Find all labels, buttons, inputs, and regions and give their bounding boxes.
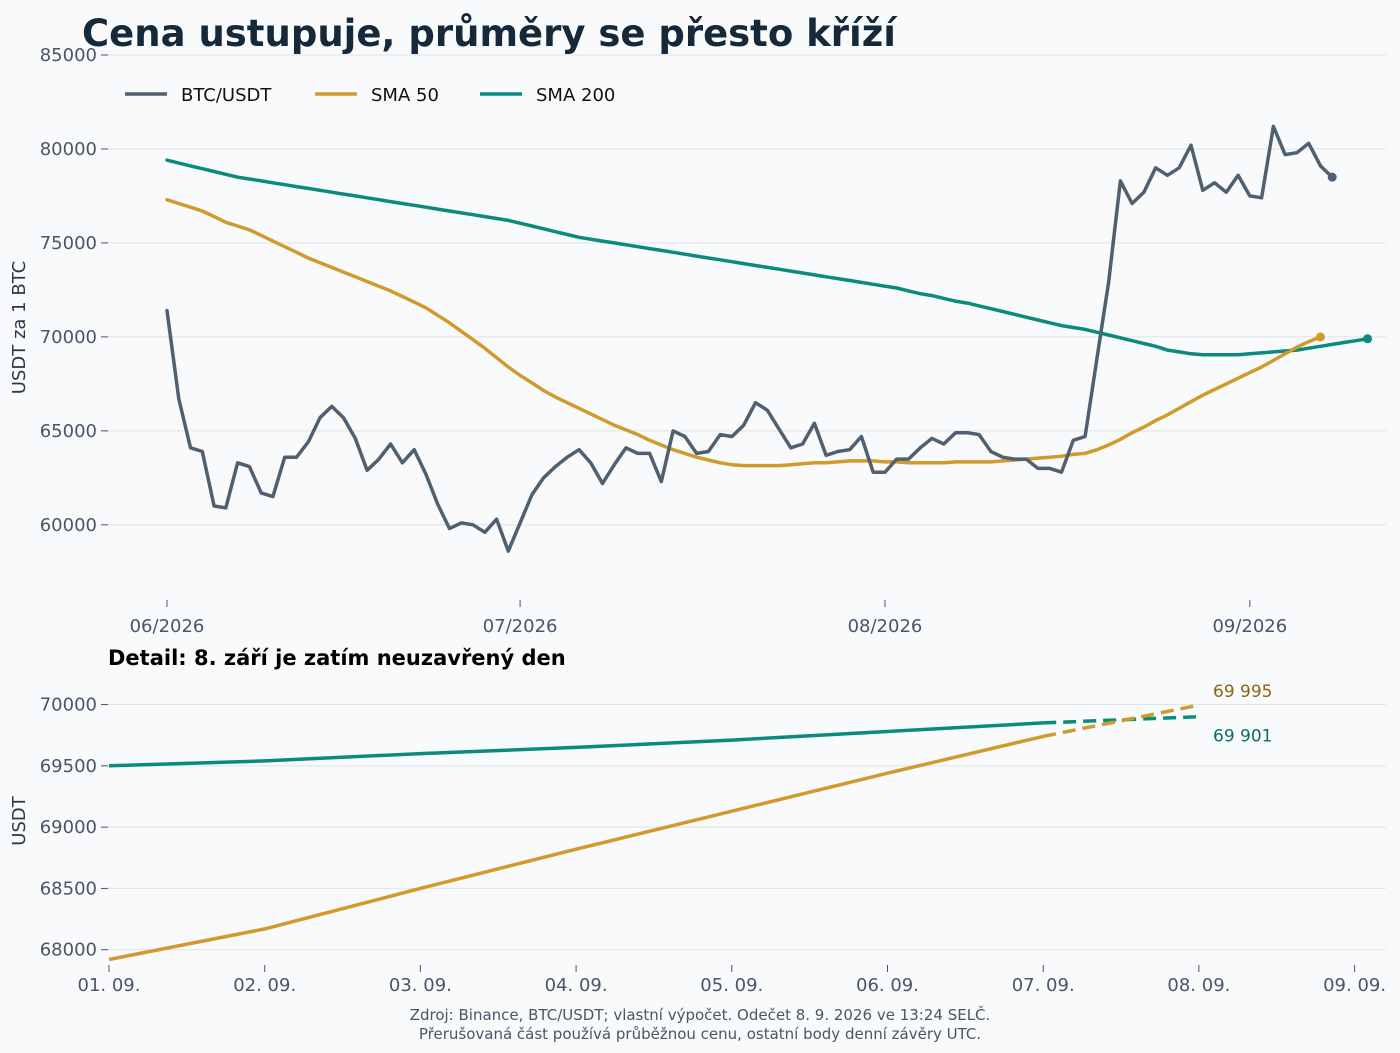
x-tick-label: 02. 09.: [233, 975, 296, 996]
legend-label: SMA 200: [536, 85, 615, 106]
series-line-btc-usdt: [165, 124, 1334, 553]
footnote-source: Zdroj: Binance, BTC/USDT; vlastní výpoče…: [410, 1005, 991, 1024]
y-tick-label: 70000: [40, 695, 97, 716]
y-tick-label: 70000: [40, 327, 97, 348]
y-tick-label: 75000: [40, 233, 97, 254]
legend-label: SMA 50: [371, 85, 439, 106]
y-tick-label: 69500: [40, 756, 97, 777]
x-tick-label: 05. 09.: [700, 975, 763, 996]
chart-title: Cena ustupuje, průměry se přesto kříží: [82, 12, 898, 55]
x-tick-label: 08/2026: [848, 616, 923, 637]
series-end-point: [1363, 334, 1373, 344]
x-tick-label: 03. 09.: [389, 975, 452, 996]
y-tick-label: 85000: [40, 45, 97, 66]
x-tick-label: 08. 09.: [1167, 975, 1230, 996]
detail-line-provisional-sma-200: [1043, 714, 1199, 725]
x-tick-label: 09. 09.: [1323, 975, 1386, 996]
x-tick-label: 09/2026: [1212, 616, 1287, 637]
x-tick-label: 06/2026: [130, 616, 205, 637]
x-tick-label: 06. 09.: [856, 975, 919, 996]
legend-label: BTC/USDT: [181, 85, 272, 106]
x-tick-label: 01. 09.: [78, 975, 141, 996]
y-tick-label: 68500: [40, 878, 97, 899]
y-tick-label: 68000: [40, 940, 97, 961]
y-axis-label: USDT za 1 BTC: [9, 261, 30, 394]
series-line-sma-50: [165, 197, 1323, 468]
y-tick-label: 65000: [40, 421, 97, 442]
end-label-sma200: 69 901: [1213, 727, 1272, 747]
series-line-sma-200: [165, 158, 1370, 357]
detail-line-sma-200: [108, 721, 1044, 768]
series-end-point: [1315, 332, 1325, 342]
x-tick-label: 07. 09.: [1012, 975, 1075, 996]
x-tick-label: 07/2026: [483, 616, 558, 637]
detail-line-sma-50: [108, 734, 1044, 962]
detail-chart-title: Detail: 8. září je zatím neuzavřený den: [108, 646, 566, 670]
detail-chart: 68000 68500 69000 69500 70000 01. 09. 02. 09. 0…: [9, 682, 1386, 996]
y-tick-label: 80000: [40, 139, 97, 160]
footnote-method: Přerušovaná část používá průběžnou cenu,…: [419, 1025, 981, 1043]
series-end-point: [1327, 172, 1337, 182]
y-axis-label: USDT: [9, 795, 30, 845]
y-tick-label: 60000: [40, 515, 97, 536]
price-chart: 60000 65000 70000 75000 80000 85000 06/2026 07/…: [9, 45, 1386, 637]
y-tick-label: 69000: [40, 817, 97, 838]
x-tick-label: 04. 09.: [545, 975, 608, 996]
end-label-sma50: 69 995: [1213, 682, 1272, 702]
detail-line-provisional-sma-50: [1042, 703, 1200, 739]
